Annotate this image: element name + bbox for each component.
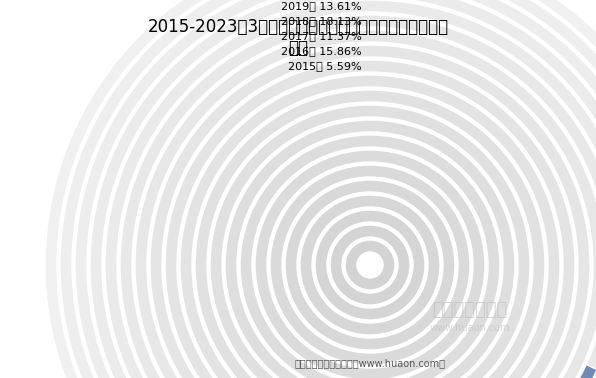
Text: 2015年 5.59%: 2015年 5.59% (288, 61, 362, 71)
Wedge shape (300, 195, 440, 335)
Wedge shape (180, 75, 560, 378)
Wedge shape (370, 376, 596, 378)
Wedge shape (165, 60, 575, 378)
Wedge shape (225, 120, 515, 378)
Wedge shape (45, 0, 596, 378)
Text: 2019年 13.61%: 2019年 13.61% (281, 1, 362, 11)
Wedge shape (75, 0, 596, 378)
Text: www.huaon.com: www.huaon.com (430, 323, 510, 333)
Wedge shape (105, 0, 596, 378)
Text: 2017年 11.37%: 2017年 11.37% (281, 31, 362, 41)
Wedge shape (135, 30, 596, 378)
Wedge shape (195, 90, 545, 378)
Wedge shape (90, 0, 596, 378)
Wedge shape (330, 225, 410, 305)
Wedge shape (315, 210, 425, 320)
Wedge shape (60, 0, 596, 378)
Text: 华经产业研究院: 华经产业研究院 (432, 301, 508, 319)
Wedge shape (285, 180, 455, 350)
Wedge shape (345, 240, 395, 290)
Wedge shape (370, 364, 596, 378)
Wedge shape (240, 135, 500, 378)
Wedge shape (270, 165, 470, 365)
Text: 制图：华经产业研究院（www.huaon.com）: 制图：华经产业研究院（www.huaon.com） (294, 358, 445, 368)
Wedge shape (370, 341, 596, 378)
Text: 2015-2023年3月郑州商品交易所期货成交金额占全国市场
比重: 2015-2023年3月郑州商品交易所期货成交金额占全国市场 比重 (147, 18, 449, 57)
Wedge shape (210, 105, 530, 378)
Wedge shape (255, 150, 485, 378)
Text: 2018年 18.13%: 2018年 18.13% (281, 16, 362, 26)
Wedge shape (150, 45, 590, 378)
Text: 2016年 15.86%: 2016年 15.86% (281, 46, 362, 56)
Wedge shape (120, 15, 596, 378)
